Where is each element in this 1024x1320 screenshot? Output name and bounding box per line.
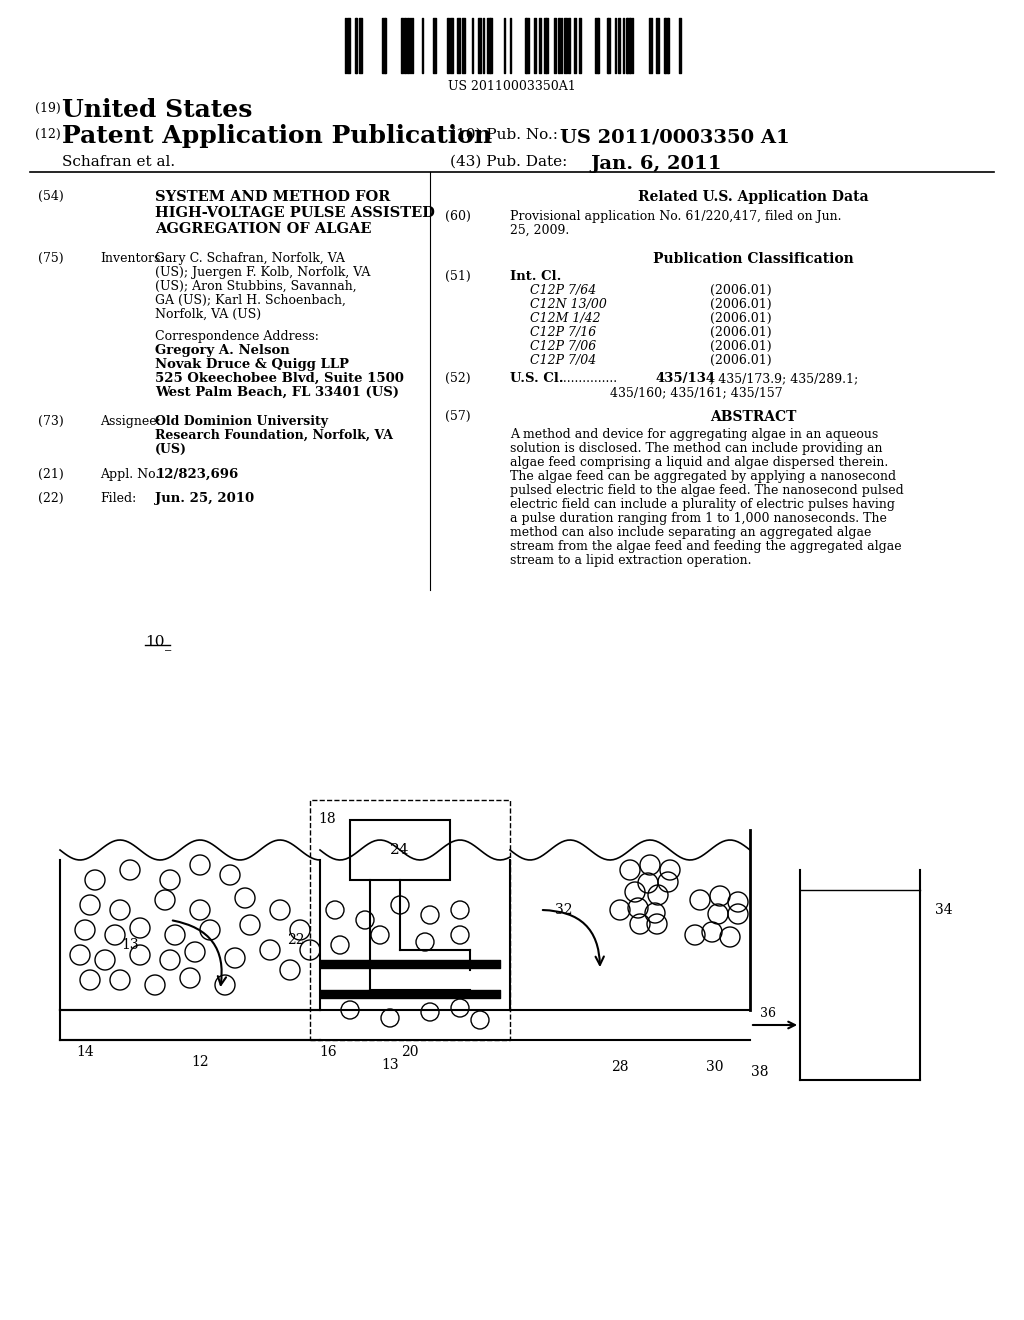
Text: (US); Aron Stubbins, Savannah,: (US); Aron Stubbins, Savannah, <box>155 280 356 293</box>
Text: 30: 30 <box>707 1060 724 1074</box>
Text: Filed:: Filed: <box>100 492 136 506</box>
Text: (2006.01): (2006.01) <box>710 284 772 297</box>
Text: 12: 12 <box>191 1055 209 1069</box>
Text: (10) Pub. No.:: (10) Pub. No.: <box>450 128 558 143</box>
FancyArrowPatch shape <box>753 1022 795 1028</box>
Text: Schafran et al.: Schafran et al. <box>62 154 175 169</box>
Text: Gregory A. Nelson: Gregory A. Nelson <box>155 345 290 356</box>
Text: 20: 20 <box>401 1045 419 1059</box>
Text: Old Dominion University: Old Dominion University <box>155 414 328 428</box>
Text: _: _ <box>165 638 171 651</box>
Text: (21): (21) <box>38 469 63 480</box>
Text: Related U.S. Application Data: Related U.S. Application Data <box>638 190 868 205</box>
Text: C12N 13/00: C12N 13/00 <box>530 298 607 312</box>
Text: 28: 28 <box>611 1060 629 1074</box>
Text: 16: 16 <box>319 1045 337 1059</box>
Text: 36: 36 <box>760 1007 776 1020</box>
Text: United States: United States <box>62 98 252 121</box>
Text: stream to a lipid extraction operation.: stream to a lipid extraction operation. <box>510 554 752 568</box>
Text: Gary C. Schafran, Norfolk, VA: Gary C. Schafran, Norfolk, VA <box>155 252 345 265</box>
FancyArrowPatch shape <box>173 920 226 985</box>
Text: 22: 22 <box>288 933 305 946</box>
Text: (75): (75) <box>38 252 63 265</box>
Text: 18: 18 <box>318 812 336 826</box>
Text: algae feed comprising a liquid and algae dispersed therein.: algae feed comprising a liquid and algae… <box>510 455 888 469</box>
Text: Assignee:: Assignee: <box>100 414 161 428</box>
Text: stream from the algae feed and feeding the aggregated algae: stream from the algae feed and feeding t… <box>510 540 901 553</box>
Text: (2006.01): (2006.01) <box>710 298 772 312</box>
Text: (60): (60) <box>445 210 471 223</box>
Text: (2006.01): (2006.01) <box>710 354 772 367</box>
Text: Int. Cl.: Int. Cl. <box>510 271 561 282</box>
Text: (43) Pub. Date:: (43) Pub. Date: <box>450 154 567 169</box>
Text: SYSTEM AND METHOD FOR: SYSTEM AND METHOD FOR <box>155 190 390 205</box>
Text: C12P 7/64: C12P 7/64 <box>530 284 596 297</box>
Text: Novak Druce & Quigg LLP: Novak Druce & Quigg LLP <box>155 358 349 371</box>
Text: 435/134: 435/134 <box>655 372 715 385</box>
Text: (2006.01): (2006.01) <box>710 312 772 325</box>
Text: Patent Application Publication: Patent Application Publication <box>62 124 493 148</box>
Text: electric field can include a plurality of electric pulses having: electric field can include a plurality o… <box>510 498 895 511</box>
Text: (US); Juergen F. Kolb, Norfolk, VA: (US); Juergen F. Kolb, Norfolk, VA <box>155 267 371 279</box>
Text: 38: 38 <box>752 1065 769 1078</box>
Text: (73): (73) <box>38 414 63 428</box>
Text: US 2011/0003350 A1: US 2011/0003350 A1 <box>560 128 790 147</box>
Text: 525 Okeechobee Blvd, Suite 1500: 525 Okeechobee Blvd, Suite 1500 <box>155 372 403 385</box>
Text: West Palm Beach, FL 33401 (US): West Palm Beach, FL 33401 (US) <box>155 385 399 399</box>
Text: ; 435/173.9; 435/289.1;: ; 435/173.9; 435/289.1; <box>710 372 858 385</box>
Text: pulsed electric field to the algae feed. The nanosecond pulsed: pulsed electric field to the algae feed.… <box>510 484 904 498</box>
Text: C12P 7/04: C12P 7/04 <box>530 354 596 367</box>
Text: Publication Classification: Publication Classification <box>652 252 853 267</box>
Text: C12M 1/42: C12M 1/42 <box>530 312 601 325</box>
Text: (2006.01): (2006.01) <box>710 326 772 339</box>
Text: (19): (19) <box>35 102 60 115</box>
Text: U.S. Cl.: U.S. Cl. <box>510 372 563 385</box>
FancyArrowPatch shape <box>543 909 604 965</box>
Text: The algae feed can be aggregated by applying a nanosecond: The algae feed can be aggregated by appl… <box>510 470 896 483</box>
Text: US 20110003350A1: US 20110003350A1 <box>449 81 575 92</box>
Text: Research Foundation, Norfolk, VA: Research Foundation, Norfolk, VA <box>155 429 393 442</box>
Text: 32: 32 <box>555 903 572 917</box>
Text: 25, 2009.: 25, 2009. <box>510 224 569 238</box>
Text: (57): (57) <box>445 411 471 422</box>
Text: C12P 7/16: C12P 7/16 <box>530 326 596 339</box>
Text: method can also include separating an aggregated algae: method can also include separating an ag… <box>510 525 871 539</box>
Text: (2006.01): (2006.01) <box>710 341 772 352</box>
Text: 34: 34 <box>935 903 952 917</box>
Text: Norfolk, VA (US): Norfolk, VA (US) <box>155 308 261 321</box>
Text: 10: 10 <box>145 635 165 649</box>
Text: AGGREGATION OF ALGAE: AGGREGATION OF ALGAE <box>155 222 372 236</box>
Text: solution is disclosed. The method can include providing an: solution is disclosed. The method can in… <box>510 442 883 455</box>
Text: 13: 13 <box>121 939 139 952</box>
Text: GA (US); Karl H. Schoenbach,: GA (US); Karl H. Schoenbach, <box>155 294 346 308</box>
Text: Correspondence Address:: Correspondence Address: <box>155 330 318 343</box>
Text: HIGH-VOLTAGE PULSE ASSISTED: HIGH-VOLTAGE PULSE ASSISTED <box>155 206 435 220</box>
Text: 435/160; 435/161; 435/157: 435/160; 435/161; 435/157 <box>610 385 782 399</box>
Text: (51): (51) <box>445 271 471 282</box>
Text: Jan. 6, 2011: Jan. 6, 2011 <box>590 154 722 173</box>
Text: Appl. No.:: Appl. No.: <box>100 469 164 480</box>
Text: 12/823,696: 12/823,696 <box>155 469 239 480</box>
Text: 14: 14 <box>76 1045 94 1059</box>
Text: (52): (52) <box>445 372 471 385</box>
Text: Provisional application No. 61/220,417, filed on Jun.: Provisional application No. 61/220,417, … <box>510 210 842 223</box>
Text: (US): (US) <box>155 444 187 455</box>
Text: C12P 7/06: C12P 7/06 <box>530 341 596 352</box>
Text: (12): (12) <box>35 128 60 141</box>
Text: (22): (22) <box>38 492 63 506</box>
Text: Inventors:: Inventors: <box>100 252 165 265</box>
Text: 24: 24 <box>390 843 410 857</box>
Text: (54): (54) <box>38 190 63 203</box>
Text: 13: 13 <box>381 1059 398 1072</box>
Text: ...............: ............... <box>555 372 617 385</box>
Text: ABSTRACT: ABSTRACT <box>710 411 797 424</box>
Text: A method and device for aggregating algae in an aqueous: A method and device for aggregating alga… <box>510 428 879 441</box>
Text: a pulse duration ranging from 1 to 1,000 nanoseconds. The: a pulse duration ranging from 1 to 1,000… <box>510 512 887 525</box>
Text: Jun. 25, 2010: Jun. 25, 2010 <box>155 492 254 506</box>
